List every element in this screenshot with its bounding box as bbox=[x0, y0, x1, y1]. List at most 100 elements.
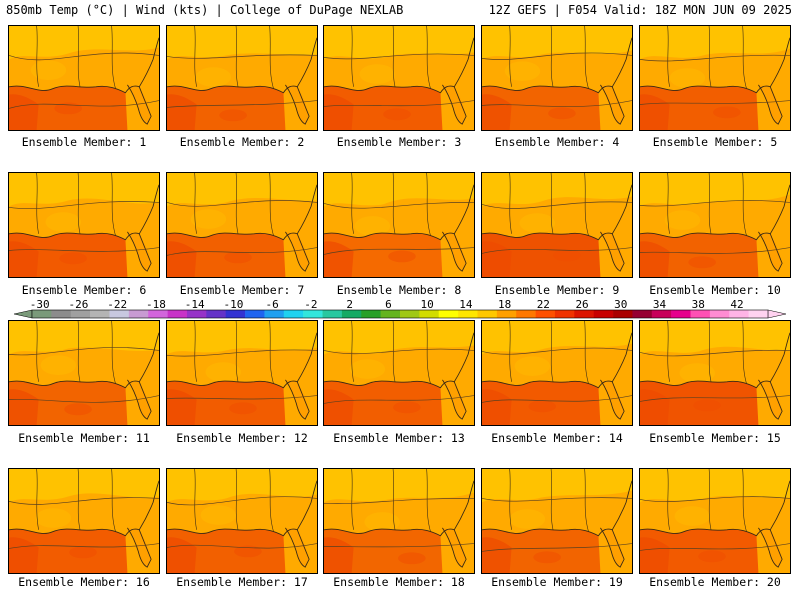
ensemble-member-label: Ensemble Member: 19 bbox=[491, 575, 623, 589]
colorbar-tick-label: 14 bbox=[459, 300, 473, 311]
colorbar-swatch bbox=[613, 310, 633, 318]
colorbar-swatch bbox=[380, 310, 401, 318]
ensemble-map-panel bbox=[639, 25, 791, 131]
colorbar-tick-label: -26 bbox=[69, 300, 89, 311]
ensemble-member-label: Ensemble Member: 8 bbox=[336, 283, 462, 297]
ensemble-map-panel bbox=[8, 320, 160, 426]
colorbar-left-arrow bbox=[13, 309, 33, 319]
colorbar-tick-label: -10 bbox=[223, 300, 243, 311]
colorbar-tick-label: 22 bbox=[537, 300, 550, 311]
colorbar-swatch bbox=[438, 310, 459, 318]
colorbar-swatch bbox=[341, 310, 362, 318]
colorbar-swatch bbox=[361, 310, 381, 318]
colorbar-tick-label: 18 bbox=[498, 300, 511, 311]
colorbar-swatch bbox=[128, 310, 149, 318]
colorbar-swatch bbox=[593, 310, 614, 318]
ensemble-member-label: Ensemble Member: 4 bbox=[494, 135, 620, 149]
colorbar-tick-label: 38 bbox=[692, 300, 705, 311]
ensemble-member-label: Ensemble Member: 11 bbox=[18, 431, 150, 445]
colorbar-swatch bbox=[186, 310, 207, 318]
colorbar-swatch bbox=[748, 310, 769, 318]
colorbar-right-arrow bbox=[767, 309, 787, 319]
colorbar-tick-label: -18 bbox=[146, 300, 166, 311]
ensemble-map-panel bbox=[323, 468, 475, 574]
ensemble-map-panel bbox=[323, 320, 475, 426]
ensemble-member-label: Ensemble Member: 14 bbox=[491, 431, 623, 445]
ensemble-member-label: Ensemble Member: 16 bbox=[18, 575, 150, 589]
colorbar-swatch bbox=[225, 310, 246, 318]
colorbar-swatch bbox=[109, 310, 130, 318]
colorbar-swatch bbox=[729, 310, 749, 318]
ensemble-map-panel bbox=[166, 468, 318, 574]
ensemble-member-label: Ensemble Member: 20 bbox=[649, 575, 781, 589]
colorbar-swatch bbox=[496, 310, 517, 318]
colorbar-swatch bbox=[167, 310, 188, 318]
colorbar-swatch bbox=[51, 310, 72, 318]
colorbar-swatch bbox=[574, 310, 594, 318]
ensemble-member-label: Ensemble Member: 6 bbox=[21, 283, 147, 297]
colorbar-tick-label: -2 bbox=[304, 300, 317, 311]
colorbar-swatch bbox=[32, 310, 52, 318]
ensemble-map-panel bbox=[323, 25, 475, 131]
ensemble-member-label: Ensemble Member: 3 bbox=[336, 135, 462, 149]
ensemble-member-label: Ensemble Member: 7 bbox=[179, 283, 305, 297]
colorbar-swatch bbox=[690, 310, 711, 318]
ensemble-map-panel bbox=[166, 320, 318, 426]
ensemble-member-label: Ensemble Member: 13 bbox=[333, 431, 465, 445]
colorbar-tick-label: -22 bbox=[107, 300, 127, 311]
colorbar-tick-label: -6 bbox=[266, 300, 279, 311]
colorbar-tick-label: 42 bbox=[730, 300, 743, 311]
colorbar-tick-label: 2 bbox=[346, 300, 353, 311]
ensemble-map-panel bbox=[639, 320, 791, 426]
colorbar-swatch bbox=[458, 310, 478, 318]
ensemble-member-label: Ensemble Member: 18 bbox=[333, 575, 465, 589]
colorbar-tick-label: 34 bbox=[653, 300, 667, 311]
colorbar-swatch bbox=[245, 310, 265, 318]
ensemble-map-panel bbox=[481, 468, 633, 574]
ensemble-map-panel bbox=[166, 25, 318, 131]
colorbar-tick-label: 6 bbox=[385, 300, 392, 311]
ensemble-map-panel bbox=[639, 172, 791, 278]
ensemble-map-panel bbox=[323, 172, 475, 278]
colorbar-swatch bbox=[90, 310, 110, 318]
ensemble-member-label: Ensemble Member: 5 bbox=[652, 135, 778, 149]
colorbar-swatch bbox=[516, 310, 536, 318]
ensemble-map-panel bbox=[8, 25, 160, 131]
ensemble-map-panel bbox=[481, 172, 633, 278]
ensemble-member-label: Ensemble Member: 17 bbox=[176, 575, 308, 589]
ensemble-member-label: Ensemble Member: 15 bbox=[649, 431, 781, 445]
ensemble-map-panel bbox=[639, 468, 791, 574]
ensemble-member-label: Ensemble Member: 12 bbox=[176, 431, 308, 445]
colorbar-swatch bbox=[400, 310, 420, 318]
ensemble-member-label: Ensemble Member: 1 bbox=[21, 135, 147, 149]
colorbar-swatch bbox=[148, 310, 168, 318]
ensemble-map-panel bbox=[481, 320, 633, 426]
ensemble-member-label: Ensemble Member: 10 bbox=[649, 283, 781, 297]
colorbar-tick-label: 26 bbox=[575, 300, 588, 311]
colorbar-tick-label: 30 bbox=[614, 300, 627, 311]
colorbar-swatch bbox=[322, 310, 343, 318]
colorbar-tick-label: 10 bbox=[420, 300, 433, 311]
ensemble-map-panel bbox=[481, 25, 633, 131]
colorbar-border bbox=[31, 309, 769, 319]
chart-title: 850mb Temp (°C) | Wind (kts) | College o… bbox=[6, 3, 404, 17]
colorbar-swatch bbox=[303, 310, 323, 318]
colorbar-tick-label: -30 bbox=[30, 300, 50, 311]
colorbar-swatch bbox=[632, 310, 653, 318]
ensemble-member-label: Ensemble Member: 9 bbox=[494, 283, 620, 297]
colorbar-swatch bbox=[651, 310, 672, 318]
colorbar-swatch bbox=[477, 310, 498, 318]
colorbar-swatch bbox=[419, 310, 440, 318]
ensemble-member-label: Ensemble Member: 2 bbox=[179, 135, 305, 149]
ensemble-map-panel bbox=[8, 172, 160, 278]
colorbar-swatch bbox=[671, 310, 691, 318]
colorbar-swatch bbox=[70, 310, 91, 318]
colorbar-swatch bbox=[283, 310, 304, 318]
run-info: 12Z GEFS | F054 Valid: 18Z MON JUN 09 20… bbox=[488, 3, 792, 17]
colorbar-swatch bbox=[554, 310, 575, 318]
colorbar-swatch bbox=[206, 310, 226, 318]
colorbar-swatch bbox=[535, 310, 556, 318]
ensemble-map-panel bbox=[8, 468, 160, 574]
colorbar-swatch bbox=[264, 310, 285, 318]
colorbar-swatch bbox=[709, 310, 730, 318]
